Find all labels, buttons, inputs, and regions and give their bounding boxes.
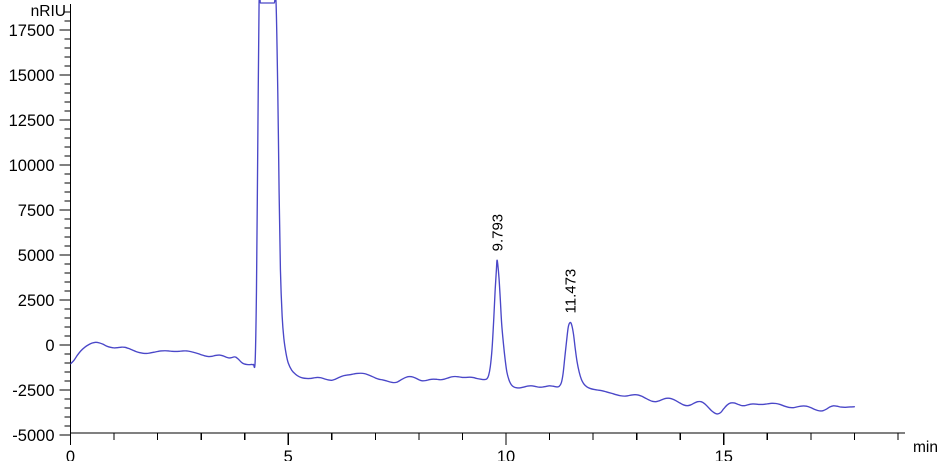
x-axis-tick-label: 15 (715, 448, 733, 461)
signal-trace (70, 0, 856, 415)
y-axis-tick-label: 17500 (9, 22, 55, 40)
x-axis: 0 5 10 15 (66, 432, 905, 461)
peak-labels-group: 9.793 11.473 (490, 214, 580, 314)
peak-retention-time-label: 11.473 (563, 269, 580, 314)
x-axis-unit-label: min (913, 439, 938, 456)
y-axis-tick-label: -5000 (12, 427, 54, 445)
x-axis-tick-label: 10 (497, 448, 515, 461)
y-axis-tick-label: 2500 (18, 292, 55, 310)
y-axis-tick-label: 10000 (9, 157, 55, 175)
y-axis-tick-label: -2500 (12, 382, 54, 400)
y-axis-tick-label: 0 (45, 337, 54, 355)
y-axis: -5000 -2500 0 2500 5000 7500 10000 12500 15000 17… (9, 4, 72, 445)
y-axis-tick-label: 15000 (9, 67, 55, 85)
x-axis-tick-label: 0 (66, 448, 75, 461)
y-axis-tick-label: 12500 (9, 112, 55, 130)
signal-trace-group (70, 0, 856, 415)
peak-retention-time-label: 9.793 (490, 214, 507, 252)
y-axis-tick-label: 7500 (18, 202, 55, 220)
y-axis-unit-label: nRIU (31, 3, 66, 20)
y-axis-tick-label: 5000 (18, 247, 55, 265)
x-axis-tick-label: 5 (284, 448, 293, 461)
